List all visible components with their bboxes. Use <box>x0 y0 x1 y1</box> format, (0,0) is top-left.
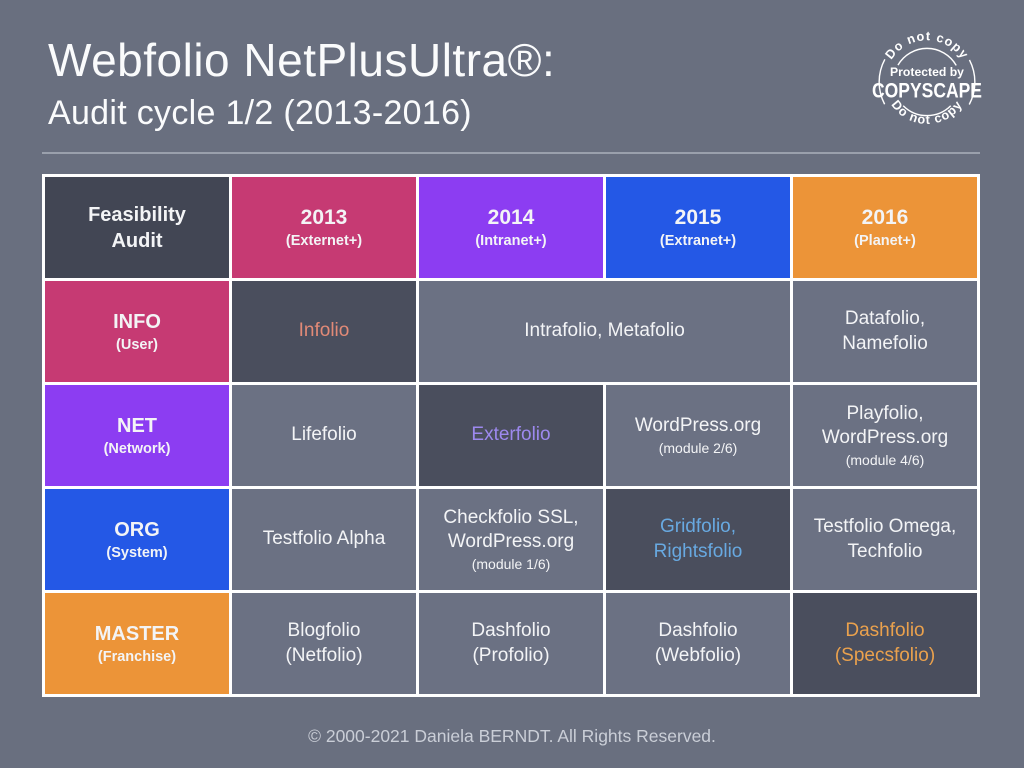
page-title: Webfolio NetPlusUltra®: <box>48 34 556 86</box>
platform-label: (Planet+) <box>854 233 916 250</box>
cell-text: Intrafolio, Metafolio <box>524 320 685 342</box>
cell-master-2015: Dashfolio (Webfolio) <box>606 593 790 694</box>
cell-master-2016: Dashfolio (Specsfolio) <box>793 593 977 694</box>
cell-note: (module 1/6) <box>471 556 551 573</box>
cell-note: (module 2/6) <box>658 440 738 457</box>
corner-header-feasibility-audit: Feasibility Audit <box>45 177 229 278</box>
cell-net-2016: Playfolio, WordPress.org (module 4/6) <box>793 385 977 486</box>
cell-org-2014: Checkfolio SSL, WordPress.org (module 1/… <box>419 489 603 590</box>
column-header-2015: 2015 (Extranet+) <box>606 177 790 278</box>
copyscape-badge: Do not copy Protected by COPYSCAPE Do no… <box>870 26 984 138</box>
copyright-notice: © 2000-2021 Daniela BERNDT. All Rights R… <box>308 726 716 746</box>
corner-header-line2: Audit <box>111 229 163 252</box>
column-header-2016: 2016 (Planet+) <box>793 177 977 278</box>
cell-text: Dashfolio <box>845 620 925 642</box>
title-divider <box>42 152 980 154</box>
cell-text: Blogfolio <box>287 620 361 642</box>
row-scope: (Network) <box>103 440 171 457</box>
cell-text: (Netfolio) <box>285 644 363 666</box>
row-scope: (System) <box>106 544 168 561</box>
row-header-net: NET (Network) <box>45 385 229 486</box>
cell-org-2015: Gridfolio, Rightsfolio <box>606 489 790 590</box>
row-header-info: INFO (User) <box>45 281 229 382</box>
cell-text: (Specsfolio) <box>834 644 936 666</box>
cell-text: Infolio <box>298 320 350 342</box>
year-label: 2016 <box>861 205 909 229</box>
platform-label: (Extranet+) <box>659 233 737 250</box>
cell-master-2013: Blogfolio (Netfolio) <box>232 593 416 694</box>
cell-text: Namefolio <box>842 332 928 354</box>
row-header-org: ORG (System) <box>45 489 229 590</box>
cell-text: Techfolio <box>847 540 923 562</box>
corner-header-line1: Feasibility <box>88 203 186 226</box>
svg-text:Do not copy: Do not copy <box>882 28 972 62</box>
cell-org-2013: Testfolio Alpha <box>232 489 416 590</box>
badge-top-arc-text: Do not copy <box>882 28 971 62</box>
cell-text: Gridfolio, <box>659 516 737 538</box>
platform-label: (Externet+) <box>285 233 363 250</box>
cell-text: WordPress.org <box>634 414 762 436</box>
platform-label: (Intranet+) <box>475 233 547 250</box>
cell-text: Testfolio Omega, <box>813 516 957 538</box>
badge-outer-ring <box>878 33 976 131</box>
row-name: INFO <box>113 310 161 333</box>
row-header-master: MASTER (Franchise) <box>45 593 229 694</box>
cell-text: WordPress.org <box>821 426 949 448</box>
cell-info-2016: Datafolio, Namefolio <box>793 281 977 382</box>
cell-master-2014: Dashfolio (Profolio) <box>419 593 603 694</box>
badge-protected-by-text: Protected by <box>890 65 964 79</box>
row-name: ORG <box>114 518 160 541</box>
audit-table: Feasibility Audit 2013 (Externet+) 2014 … <box>42 174 980 697</box>
row-name: NET <box>117 414 157 437</box>
year-label: 2015 <box>674 205 722 229</box>
cell-text: (Profolio) <box>472 644 550 666</box>
cell-text: Checkfolio SSL, <box>443 506 579 528</box>
cell-info-2014-2015: Intrafolio, Metafolio <box>419 281 790 382</box>
cell-net-2014: Exterfolio <box>419 385 603 486</box>
cell-text: Lifefolio <box>291 424 357 446</box>
badge-inner-ring <box>892 47 962 117</box>
cell-net-2013: Lifefolio <box>232 385 416 486</box>
cell-info-2013: Infolio <box>232 281 416 382</box>
page-subtitle: Audit cycle 1/2 (2013-2016) <box>48 93 472 132</box>
cell-text: WordPress.org <box>447 530 575 552</box>
badge-brand-text: COPYSCAPE <box>872 78 982 102</box>
year-label: 2014 <box>487 205 535 229</box>
cell-text: Dashfolio <box>471 620 551 642</box>
cell-text: Datafolio, <box>844 308 926 330</box>
row-scope: (User) <box>116 336 158 353</box>
column-header-2013: 2013 (Externet+) <box>232 177 416 278</box>
row-name: MASTER <box>94 622 180 645</box>
cell-text: Testfolio Alpha <box>262 528 386 550</box>
column-header-2014: 2014 (Intranet+) <box>419 177 603 278</box>
row-scope: (Franchise) <box>97 648 177 665</box>
cell-text: Rightsfolio <box>653 540 743 562</box>
cell-text: Dashfolio <box>658 620 738 642</box>
cell-note: (module 4/6) <box>845 452 925 469</box>
title-block: Webfolio NetPlusUltra®: Audit cycle 1/2 … <box>48 34 555 134</box>
cell-text: Exterfolio <box>471 424 551 446</box>
cell-org-2016: Testfolio Omega, Techfolio <box>793 489 977 590</box>
cell-net-2015: WordPress.org (module 2/6) <box>606 385 790 486</box>
cell-text: Playfolio, <box>846 402 924 424</box>
cell-text: (Webfolio) <box>654 644 742 666</box>
copyscape-seal-icon: Do not copy Protected by COPYSCAPE Do no… <box>872 28 982 131</box>
year-label: 2013 <box>300 205 348 229</box>
